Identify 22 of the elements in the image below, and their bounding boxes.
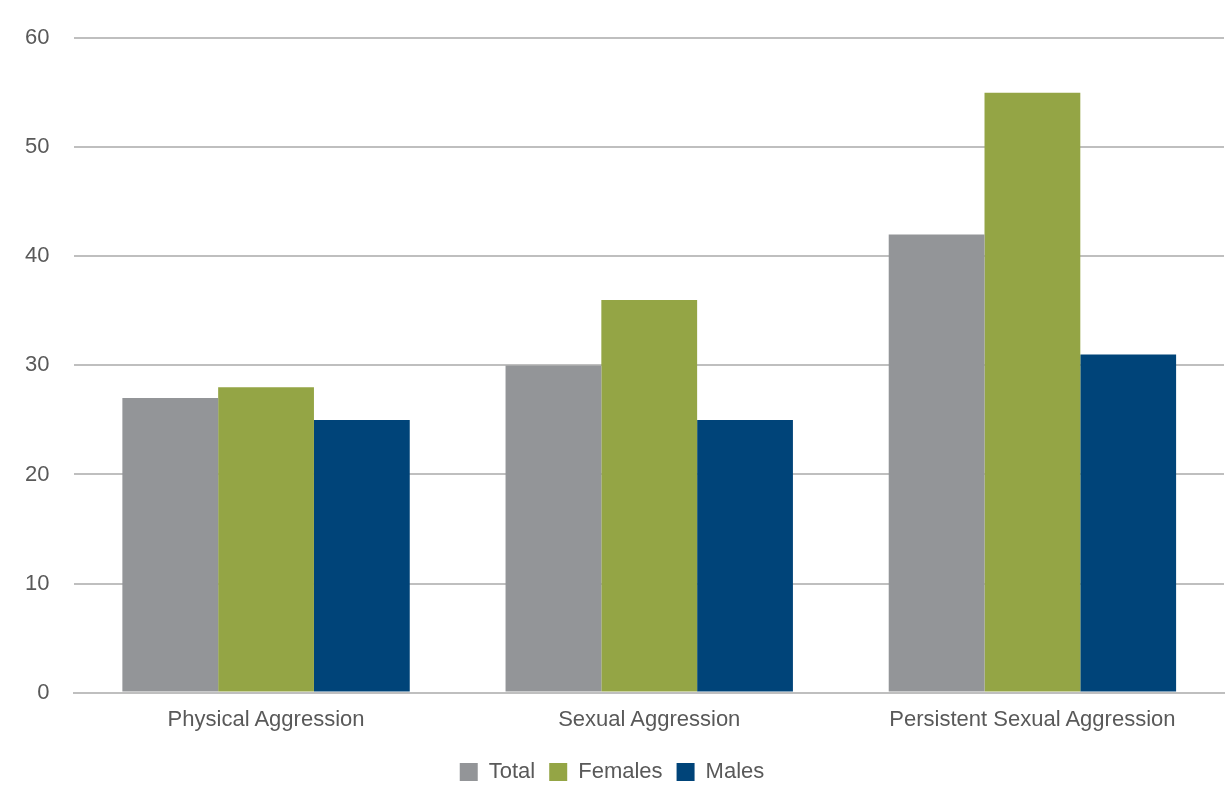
bar (697, 419, 793, 692)
x-tick-label: Sexual Aggression (558, 705, 741, 731)
y-tick-label: 50 (24, 133, 50, 159)
bar (505, 365, 602, 692)
y-tick-label: 30 (24, 351, 50, 377)
y-tick-label: 60 (24, 24, 50, 50)
legend-label: Females (578, 758, 663, 784)
x-tick-label: Physical Aggression (167, 705, 365, 731)
bar (601, 299, 698, 692)
legend-label: Total (488, 758, 536, 784)
x-tick-label: Persistent Sexual Aggression (889, 705, 1176, 731)
bar (122, 398, 219, 692)
y-tick-label: 10 (24, 569, 50, 595)
bar (1080, 354, 1177, 692)
y-tick-label: 40 (24, 242, 50, 268)
bar (218, 387, 314, 692)
legend-label: Males (705, 758, 765, 784)
y-tick-label: 20 (24, 460, 50, 486)
bar (984, 92, 1081, 692)
y-tick-label: 0 (37, 678, 50, 704)
bar (888, 234, 985, 692)
bar (313, 419, 410, 692)
